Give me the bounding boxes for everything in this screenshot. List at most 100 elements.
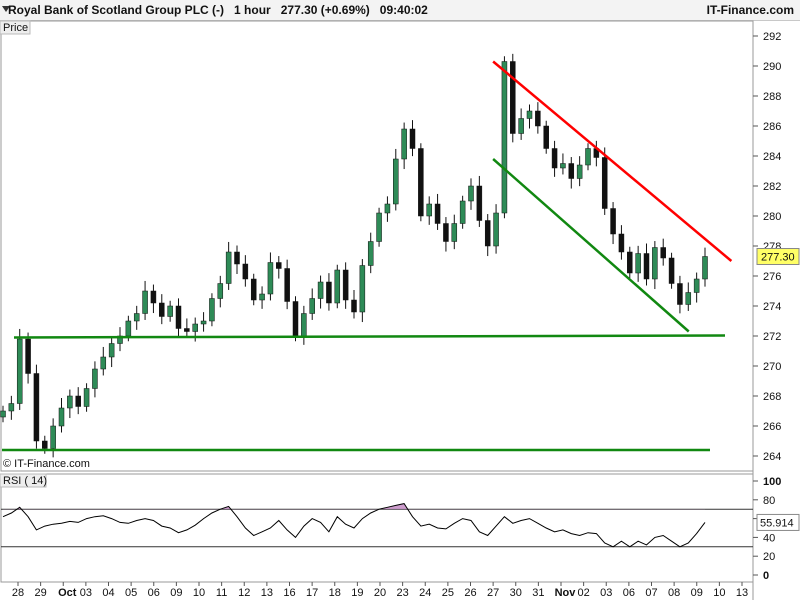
candle-body [150, 290, 157, 304]
candle-body [618, 233, 625, 253]
candle-body [543, 125, 549, 149]
candle-body [635, 253, 641, 274]
candle-body [209, 298, 215, 322]
time-tick-label: 17 [306, 587, 318, 599]
candle [292, 296, 299, 342]
candle [209, 293, 215, 327]
time-tick-label: Oct [58, 587, 77, 599]
rsi-tick-label: 20 [763, 551, 775, 563]
price-tick-label: 288 [763, 91, 781, 103]
candle-body [25, 338, 31, 374]
candle-body [643, 253, 650, 280]
time-tick-label: 06 [148, 587, 160, 599]
candle [459, 195, 466, 229]
candle [693, 272, 700, 303]
candle [234, 245, 240, 275]
candle-body [702, 256, 708, 280]
candle-body [301, 313, 307, 337]
candle [526, 104, 533, 129]
time-tick-label: 13 [261, 587, 273, 599]
candle [225, 241, 232, 290]
candle-body [309, 298, 315, 314]
menu-triangle-icon[interactable] [2, 6, 10, 12]
time-tick-label: 03 [80, 587, 92, 599]
candle-body [568, 163, 575, 179]
candle-body [92, 368, 98, 389]
time-tick-label: 05 [125, 587, 137, 599]
candle [326, 273, 332, 311]
candle-body [33, 373, 40, 442]
time-tick-label: 26 [464, 587, 476, 599]
candle-body [259, 293, 265, 301]
candle-body [184, 328, 190, 332]
candle [167, 300, 173, 322]
rsi-current-box [756, 513, 800, 531]
candle [668, 252, 675, 289]
candle [585, 143, 591, 171]
candle [660, 238, 666, 266]
chart-title: Royal Bank of Scotland Group PLC (-) 1 h… [8, 0, 428, 20]
candle [0, 405, 6, 423]
candle-body [8, 403, 15, 412]
candle [334, 264, 341, 309]
candle [367, 232, 374, 274]
price-tick-label: 272 [763, 331, 781, 343]
candle-body [242, 263, 249, 280]
time-tick-label: 24 [419, 587, 431, 599]
candle-body [75, 395, 81, 407]
candle [510, 53, 516, 143]
time-tick-label: 11 [216, 587, 227, 599]
candle-body [276, 262, 282, 269]
candle [75, 387, 81, 415]
candle [100, 346, 107, 376]
candle [25, 332, 31, 384]
candle [351, 289, 357, 319]
price-label-box [0, 20, 31, 35]
price-tick-label: 266 [763, 421, 781, 433]
candle [8, 395, 15, 420]
candle [652, 241, 658, 290]
title-bar: Royal Bank of Scotland Group PLC (-) 1 h… [0, 0, 800, 21]
candle [376, 207, 382, 247]
candle [309, 288, 315, 320]
candle-body [409, 128, 416, 149]
time-tick-label: 28 [12, 587, 24, 599]
candle [601, 147, 608, 215]
price-panel-frame [0, 20, 754, 472]
candle [142, 280, 148, 320]
price-tick-label: 270 [763, 361, 781, 373]
candle-body [560, 163, 566, 169]
candle-body [367, 241, 374, 266]
current-price-box [756, 248, 800, 265]
candle [702, 247, 708, 287]
time-tick-label: 10 [713, 587, 725, 599]
candle-body [393, 158, 399, 205]
candle-body [50, 425, 56, 449]
rsi-current-label: 55.914 [760, 517, 794, 529]
candle-body [585, 148, 591, 166]
candle [518, 108, 524, 140]
last-price: 277.30 (+0.69%) [280, 3, 370, 17]
candle [217, 275, 224, 308]
price-tick-label: 274 [763, 301, 781, 313]
candle [250, 273, 257, 306]
candle [635, 245, 641, 282]
candle [409, 120, 416, 157]
candle [276, 256, 282, 279]
candle [259, 286, 265, 309]
candle-body [451, 223, 458, 242]
candle [418, 143, 424, 222]
time-tick-label: 23 [397, 587, 409, 599]
candle [610, 202, 616, 245]
time-tick-label: 12 [238, 587, 250, 599]
candle-body [551, 148, 558, 169]
candle-body [200, 320, 207, 325]
candle-body [518, 118, 524, 134]
candle-body [326, 281, 332, 304]
candle [150, 284, 157, 314]
candle-body [0, 410, 6, 418]
watermark: © IT-Finance.com [3, 458, 90, 470]
brand-name[interactable]: IT-Finance.com [706, 3, 794, 17]
rsi-tick-label: 80 [763, 495, 775, 507]
rsi-tick-label: 100 [763, 476, 781, 488]
